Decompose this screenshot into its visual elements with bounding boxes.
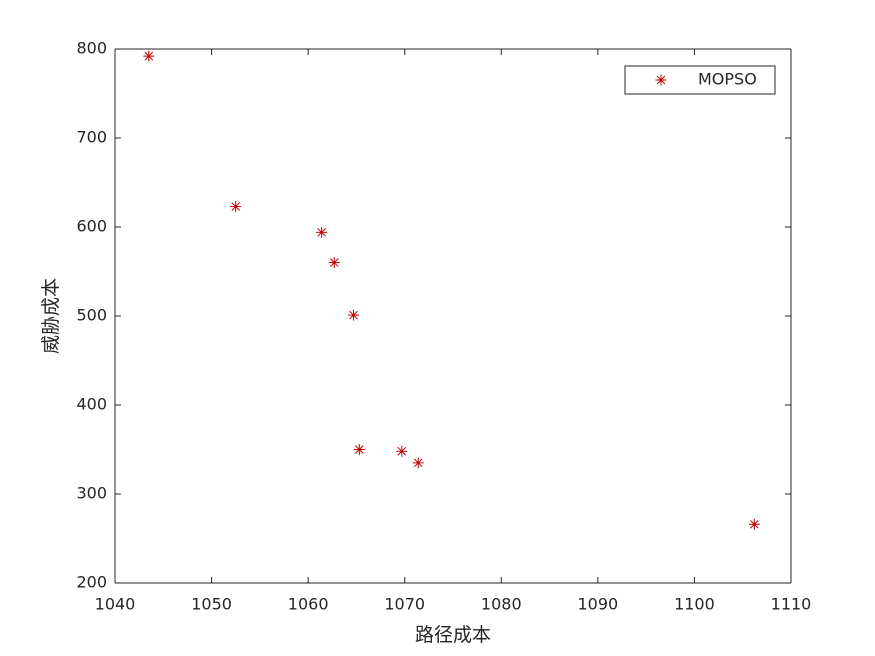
- marker-stroke: [413, 458, 423, 468]
- x-tick-label: 1040: [95, 595, 136, 614]
- y-axis-title: 威胁成本: [40, 278, 62, 354]
- marker-stroke: [656, 75, 666, 85]
- x-tick-label: 1100: [674, 595, 715, 614]
- marker-stroke: [231, 202, 241, 211]
- scatter-point: [316, 226, 328, 238]
- x-tick-label: 1090: [577, 595, 618, 614]
- x-tick-label: 1080: [481, 595, 522, 614]
- scatter-point: [353, 444, 365, 455]
- legend-box: [624, 65, 776, 95]
- y-tick-label: 700: [76, 128, 107, 147]
- marker-stroke: [144, 51, 154, 61]
- marker-stroke: [317, 228, 326, 237]
- marker-stroke: [329, 258, 339, 267]
- scatter-point: [396, 445, 408, 457]
- y-tick-label: 300: [76, 484, 107, 503]
- y-tick-label: 500: [76, 306, 107, 325]
- scatter-point: [748, 518, 760, 530]
- y-tick-label: 200: [76, 573, 107, 592]
- scatter-point: [412, 457, 424, 469]
- y-tick-label: 400: [76, 395, 107, 414]
- marker-stroke: [355, 445, 364, 454]
- scatter-point: [348, 309, 360, 321]
- y-tick-label: 800: [76, 39, 107, 58]
- x-tick-label: 1070: [384, 595, 425, 614]
- x-tick-label: 1050: [191, 595, 232, 614]
- x-tick-label: 1060: [288, 595, 329, 614]
- x-tick-label: 1110: [771, 595, 812, 614]
- legend-marker: [655, 74, 667, 86]
- legend-label: MOPSO: [698, 70, 757, 89]
- marker-stroke: [349, 310, 358, 320]
- scatter-point: [328, 257, 340, 269]
- y-tick-label: 600: [76, 217, 107, 236]
- scatter-point: [230, 201, 242, 213]
- marker-stroke: [397, 446, 407, 456]
- marker-stroke: [749, 519, 759, 529]
- scatter-point: [143, 50, 155, 62]
- x-axis-title: 路径成本: [415, 624, 491, 646]
